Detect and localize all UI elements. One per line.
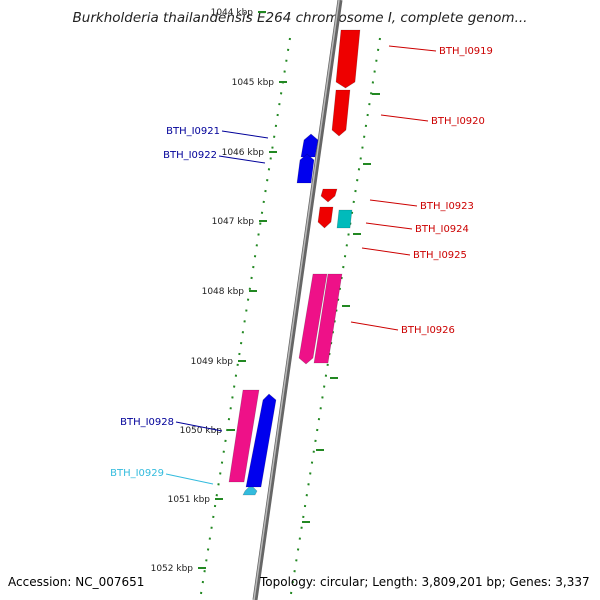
gene-label[interactable]: BTH_I0924 [415, 224, 469, 235]
topology-label: Topology: circular; Length: 3,809,201 bp… [260, 575, 590, 589]
scale-tick-label: 1051 kbp [168, 495, 211, 505]
gene-bth_i0924[interactable] [336, 209, 353, 229]
gene-label[interactable]: BTH_I0922 [163, 150, 217, 161]
gene-bth_i0920[interactable] [331, 89, 351, 137]
gene-bth_i0926[interactable] [298, 273, 328, 365]
gene-block[interactable] [313, 273, 343, 364]
gene-leader-line [350, 321, 399, 331]
gene-label[interactable]: BTH_I0928 [120, 417, 174, 428]
gene-leader-line [165, 473, 214, 485]
gene-leader-line [221, 130, 269, 139]
scale-tick-label: 1050 kbp [180, 426, 223, 436]
scale-tick-label: 1046 kbp [222, 148, 265, 158]
map-title: Burkholderia thailandensis E264 chromoso… [72, 10, 528, 26]
gene-label[interactable]: BTH_I0920 [431, 116, 485, 127]
gene-label[interactable]: BTH_I0926 [401, 325, 455, 336]
scale-tick-label: 1045 kbp [232, 78, 275, 88]
gene-leader-line [388, 45, 437, 52]
scale-track-left [199, 37, 291, 600]
gene-leader-line [361, 247, 411, 256]
scale-tick-label: 1047 kbp [212, 217, 255, 227]
gene-bth_i0921[interactable] [300, 133, 319, 158]
gene-bth_i0923[interactable] [320, 188, 338, 203]
gene-block[interactable] [245, 393, 277, 488]
gene-label[interactable]: BTH_I0923 [420, 201, 474, 212]
scale-tick-label: 1052 kbp [151, 564, 194, 574]
gene-label[interactable]: BTH_I0929 [110, 468, 164, 479]
gene-label[interactable]: BTH_I0919 [439, 46, 493, 57]
gene-bth_i0928[interactable] [228, 389, 260, 483]
gene-label[interactable]: BTH_I0921 [166, 126, 220, 137]
genome-backbone [252, 0, 343, 600]
gene-bth_i0919[interactable] [335, 29, 361, 89]
accession-label: Accession: NC_007651 [8, 575, 145, 589]
scale-tick-label: 1048 kbp [202, 287, 245, 297]
gene-leader-line [365, 222, 413, 230]
scale-tick-label: 1049 kbp [191, 357, 234, 367]
gene-label[interactable]: BTH_I0925 [413, 250, 467, 261]
gene-leader-line [175, 421, 223, 432]
scale-track-right [289, 37, 381, 600]
gene-leader-line [369, 199, 418, 207]
gene-leader-line [218, 155, 266, 164]
gene-bth_i0925[interactable] [317, 206, 334, 229]
gene-leader-line [380, 114, 429, 122]
gene-bth_i0922[interactable] [296, 153, 315, 184]
scale-tick-label: 1044 kbp [211, 8, 254, 18]
